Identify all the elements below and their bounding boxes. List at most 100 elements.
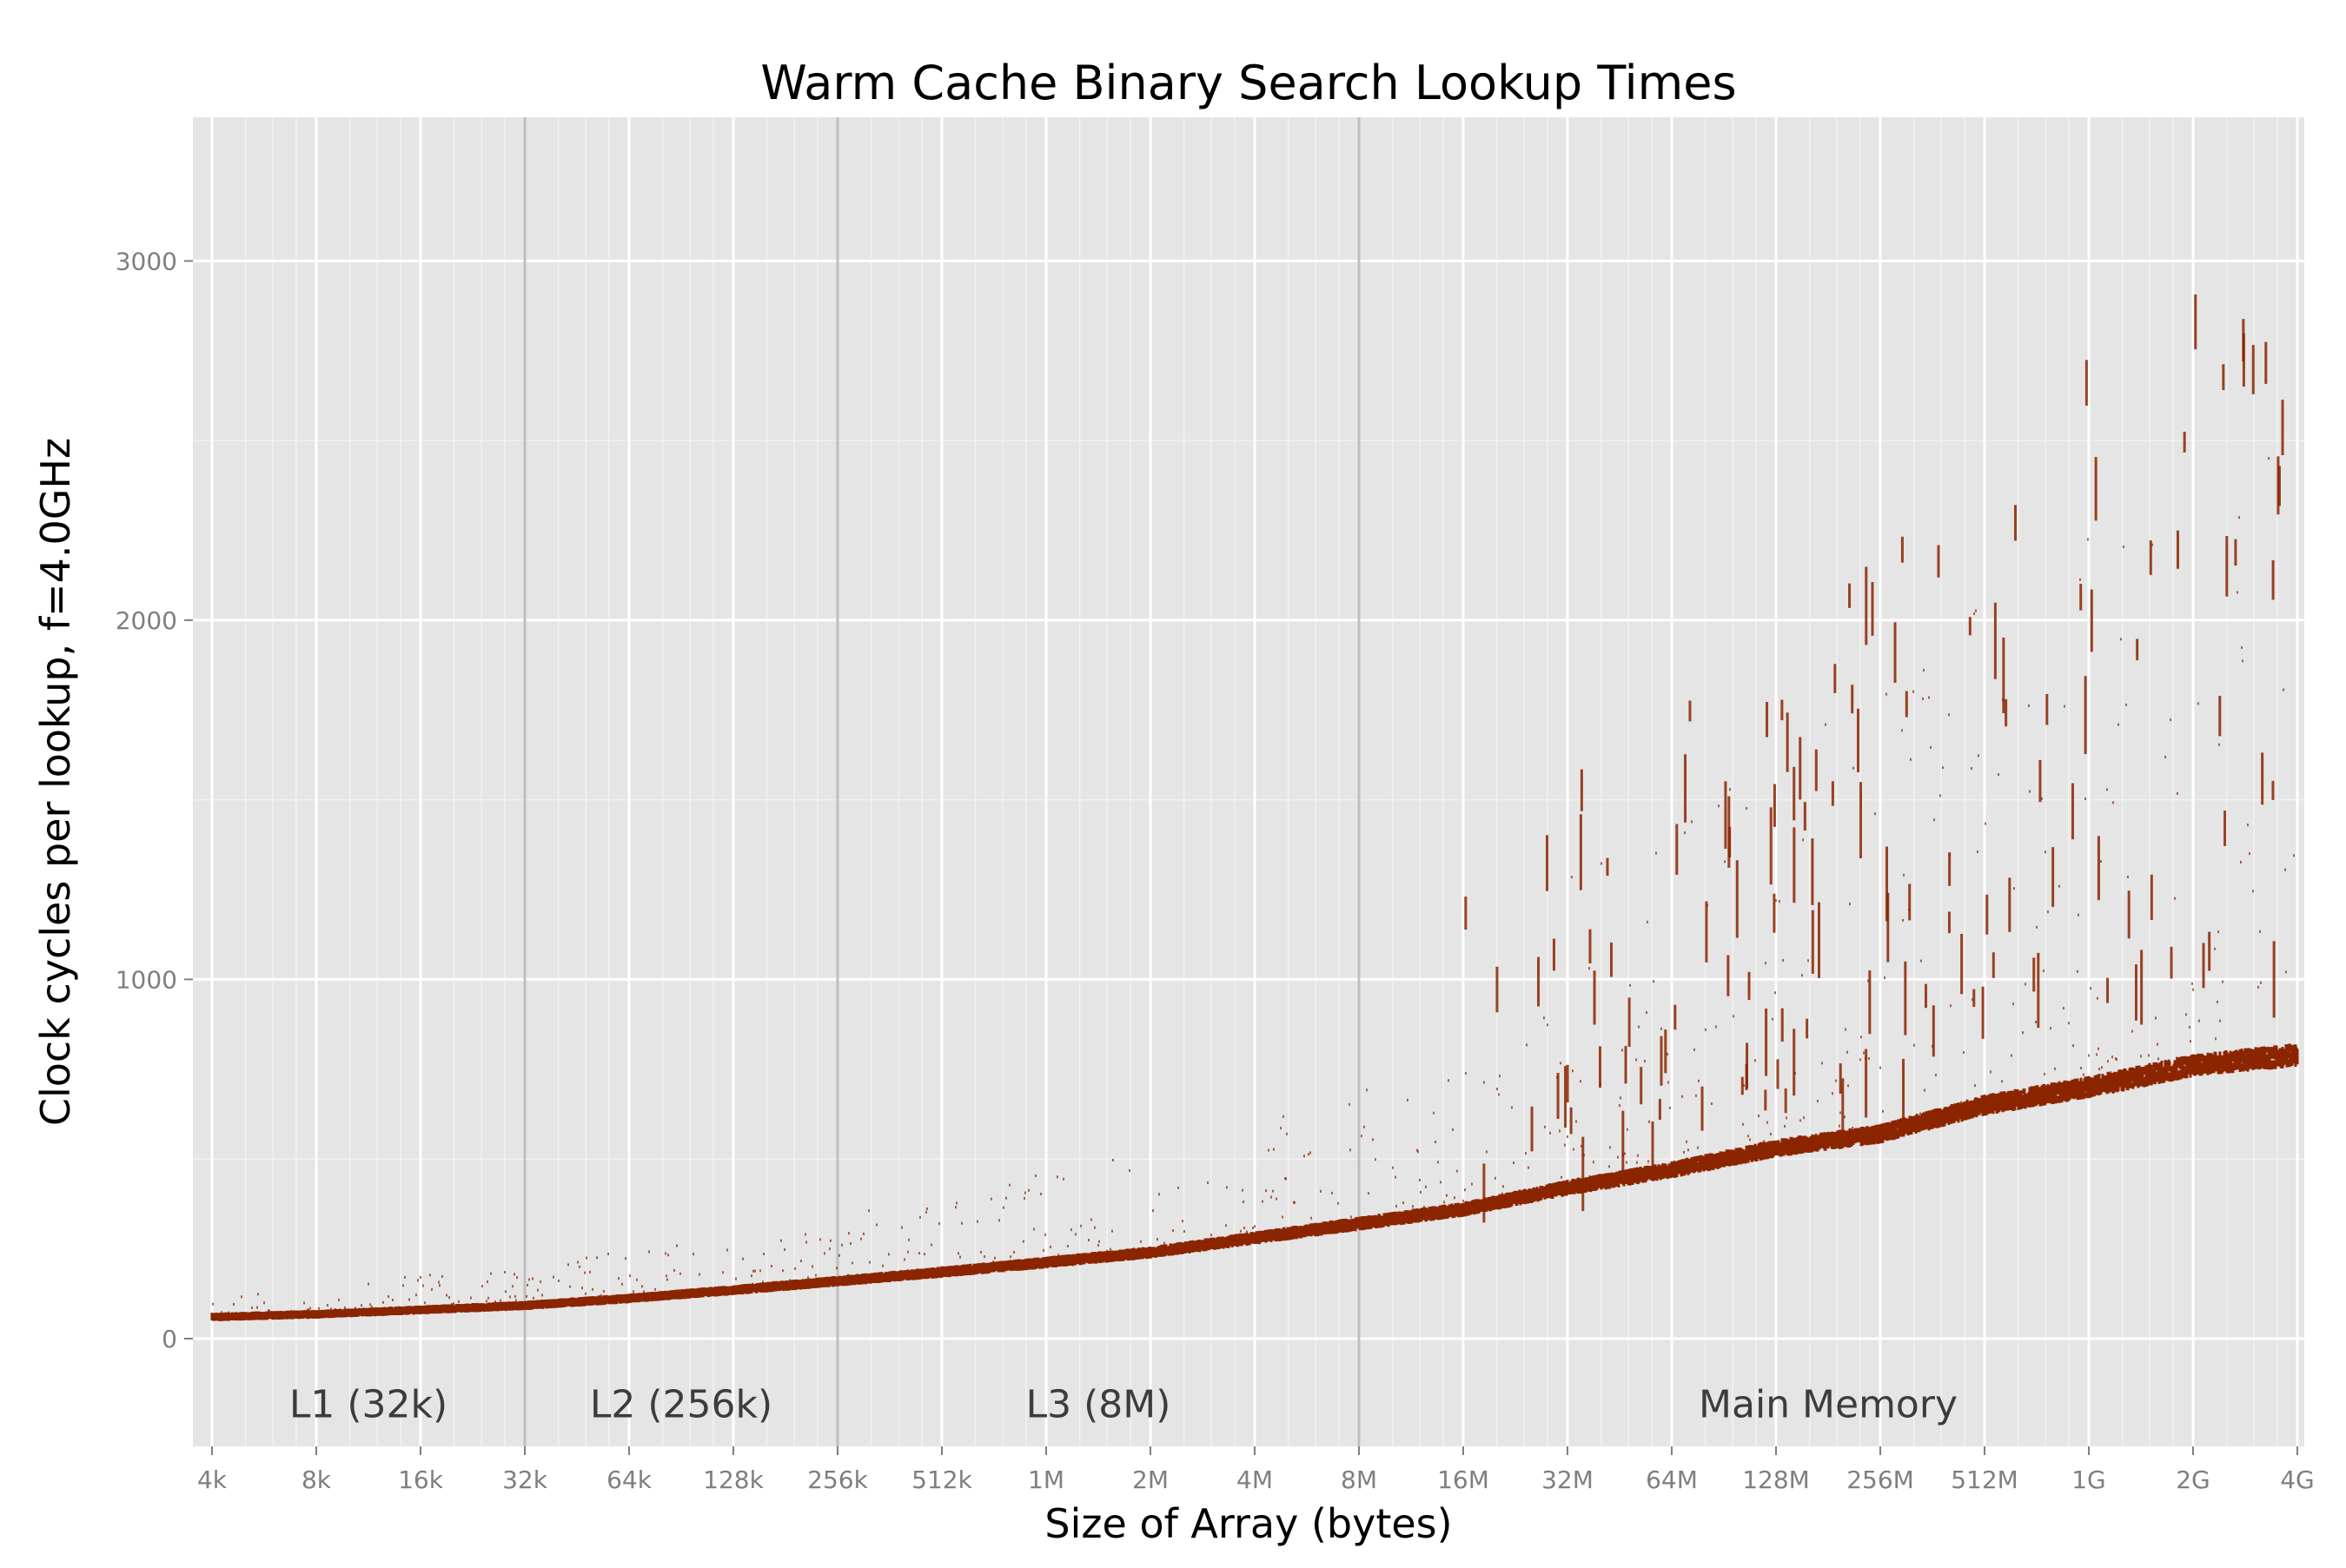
data-point xyxy=(852,1261,853,1264)
data-point xyxy=(318,1307,320,1310)
data-point xyxy=(388,1295,389,1298)
data-point xyxy=(926,1207,928,1210)
data-point xyxy=(596,1256,598,1259)
data-point xyxy=(505,1290,507,1293)
data-point xyxy=(876,1223,878,1226)
data-point xyxy=(382,1301,384,1304)
data-point xyxy=(487,1297,489,1300)
data-point xyxy=(233,1303,235,1306)
data-point xyxy=(487,1280,488,1283)
data-point xyxy=(327,1304,328,1307)
data-point xyxy=(848,1232,850,1234)
data-point xyxy=(537,1289,539,1292)
data-point xyxy=(470,1297,472,1300)
data-point xyxy=(784,1248,785,1251)
data-point xyxy=(888,1253,890,1255)
data-point xyxy=(648,1251,650,1254)
data-point xyxy=(585,1293,586,1295)
data-point xyxy=(908,1239,910,1241)
data-point xyxy=(533,1297,534,1300)
data-point xyxy=(984,1255,985,1258)
data-point xyxy=(665,1252,666,1254)
data-point xyxy=(600,1294,602,1297)
data-point xyxy=(980,1251,982,1254)
data-point xyxy=(481,1285,483,1287)
data-point xyxy=(919,1216,921,1219)
data-point xyxy=(532,1278,533,1280)
data-point xyxy=(751,1274,752,1277)
data-point xyxy=(514,1295,516,1298)
data-point xyxy=(515,1300,517,1302)
data-point xyxy=(673,1269,675,1272)
data-point xyxy=(812,1265,813,1267)
data-point xyxy=(1005,1197,1007,1200)
data-point xyxy=(417,1279,419,1281)
data-point xyxy=(540,1280,541,1283)
data-point xyxy=(882,1265,884,1267)
data-point xyxy=(958,1252,959,1254)
data-point xyxy=(782,1269,784,1272)
data-point xyxy=(528,1278,530,1280)
data-point xyxy=(621,1283,623,1286)
data-point xyxy=(752,1270,754,1273)
data-point xyxy=(368,1282,369,1285)
data-point xyxy=(526,1295,527,1298)
data-point xyxy=(829,1247,831,1250)
data-point xyxy=(448,1296,450,1299)
data-point xyxy=(251,1307,253,1309)
plot-panel xyxy=(193,117,2304,1446)
data-point xyxy=(509,1295,511,1298)
data-point xyxy=(422,1284,424,1287)
data-point xyxy=(527,1284,528,1287)
data-point xyxy=(819,1238,821,1241)
data-point xyxy=(735,1278,737,1280)
data-point xyxy=(431,1288,433,1291)
data-point xyxy=(553,1276,554,1279)
data-point xyxy=(693,1253,694,1255)
data-point xyxy=(241,1295,242,1298)
data-point xyxy=(404,1276,406,1279)
data-point xyxy=(629,1274,631,1277)
data-point xyxy=(841,1244,843,1247)
data-point xyxy=(420,1276,421,1279)
data-point xyxy=(998,1219,1000,1221)
data-point xyxy=(303,1301,305,1304)
data-point xyxy=(931,1243,932,1246)
data-point xyxy=(907,1251,909,1254)
data-point xyxy=(263,1301,265,1304)
data-point xyxy=(625,1257,626,1260)
data-point xyxy=(512,1285,514,1287)
data-point xyxy=(369,1303,371,1306)
data-point xyxy=(863,1233,865,1235)
data-point xyxy=(956,1201,958,1204)
data-point xyxy=(780,1240,782,1242)
data-point xyxy=(679,1273,681,1275)
data-point xyxy=(977,1221,978,1223)
data-point xyxy=(763,1253,765,1255)
data-point xyxy=(805,1241,807,1243)
data-point xyxy=(415,1293,417,1296)
data-point xyxy=(330,1307,332,1310)
data-point xyxy=(453,1302,454,1305)
data-point xyxy=(815,1274,817,1277)
data-point xyxy=(408,1298,410,1300)
data-point xyxy=(961,1222,963,1225)
data-point xyxy=(824,1252,825,1254)
data-point xyxy=(994,1257,996,1260)
data-point xyxy=(726,1248,728,1251)
data-point xyxy=(830,1240,832,1242)
data-point xyxy=(805,1233,806,1235)
data-point xyxy=(424,1301,426,1304)
data-point xyxy=(641,1285,643,1287)
data-point xyxy=(918,1252,920,1254)
data-point xyxy=(607,1253,609,1255)
data-point xyxy=(441,1275,443,1278)
data-point xyxy=(794,1267,796,1270)
data-point xyxy=(955,1206,957,1208)
data-point xyxy=(800,1260,802,1262)
data-point xyxy=(581,1287,583,1289)
data-point xyxy=(868,1209,870,1212)
data-point xyxy=(925,1211,927,1214)
